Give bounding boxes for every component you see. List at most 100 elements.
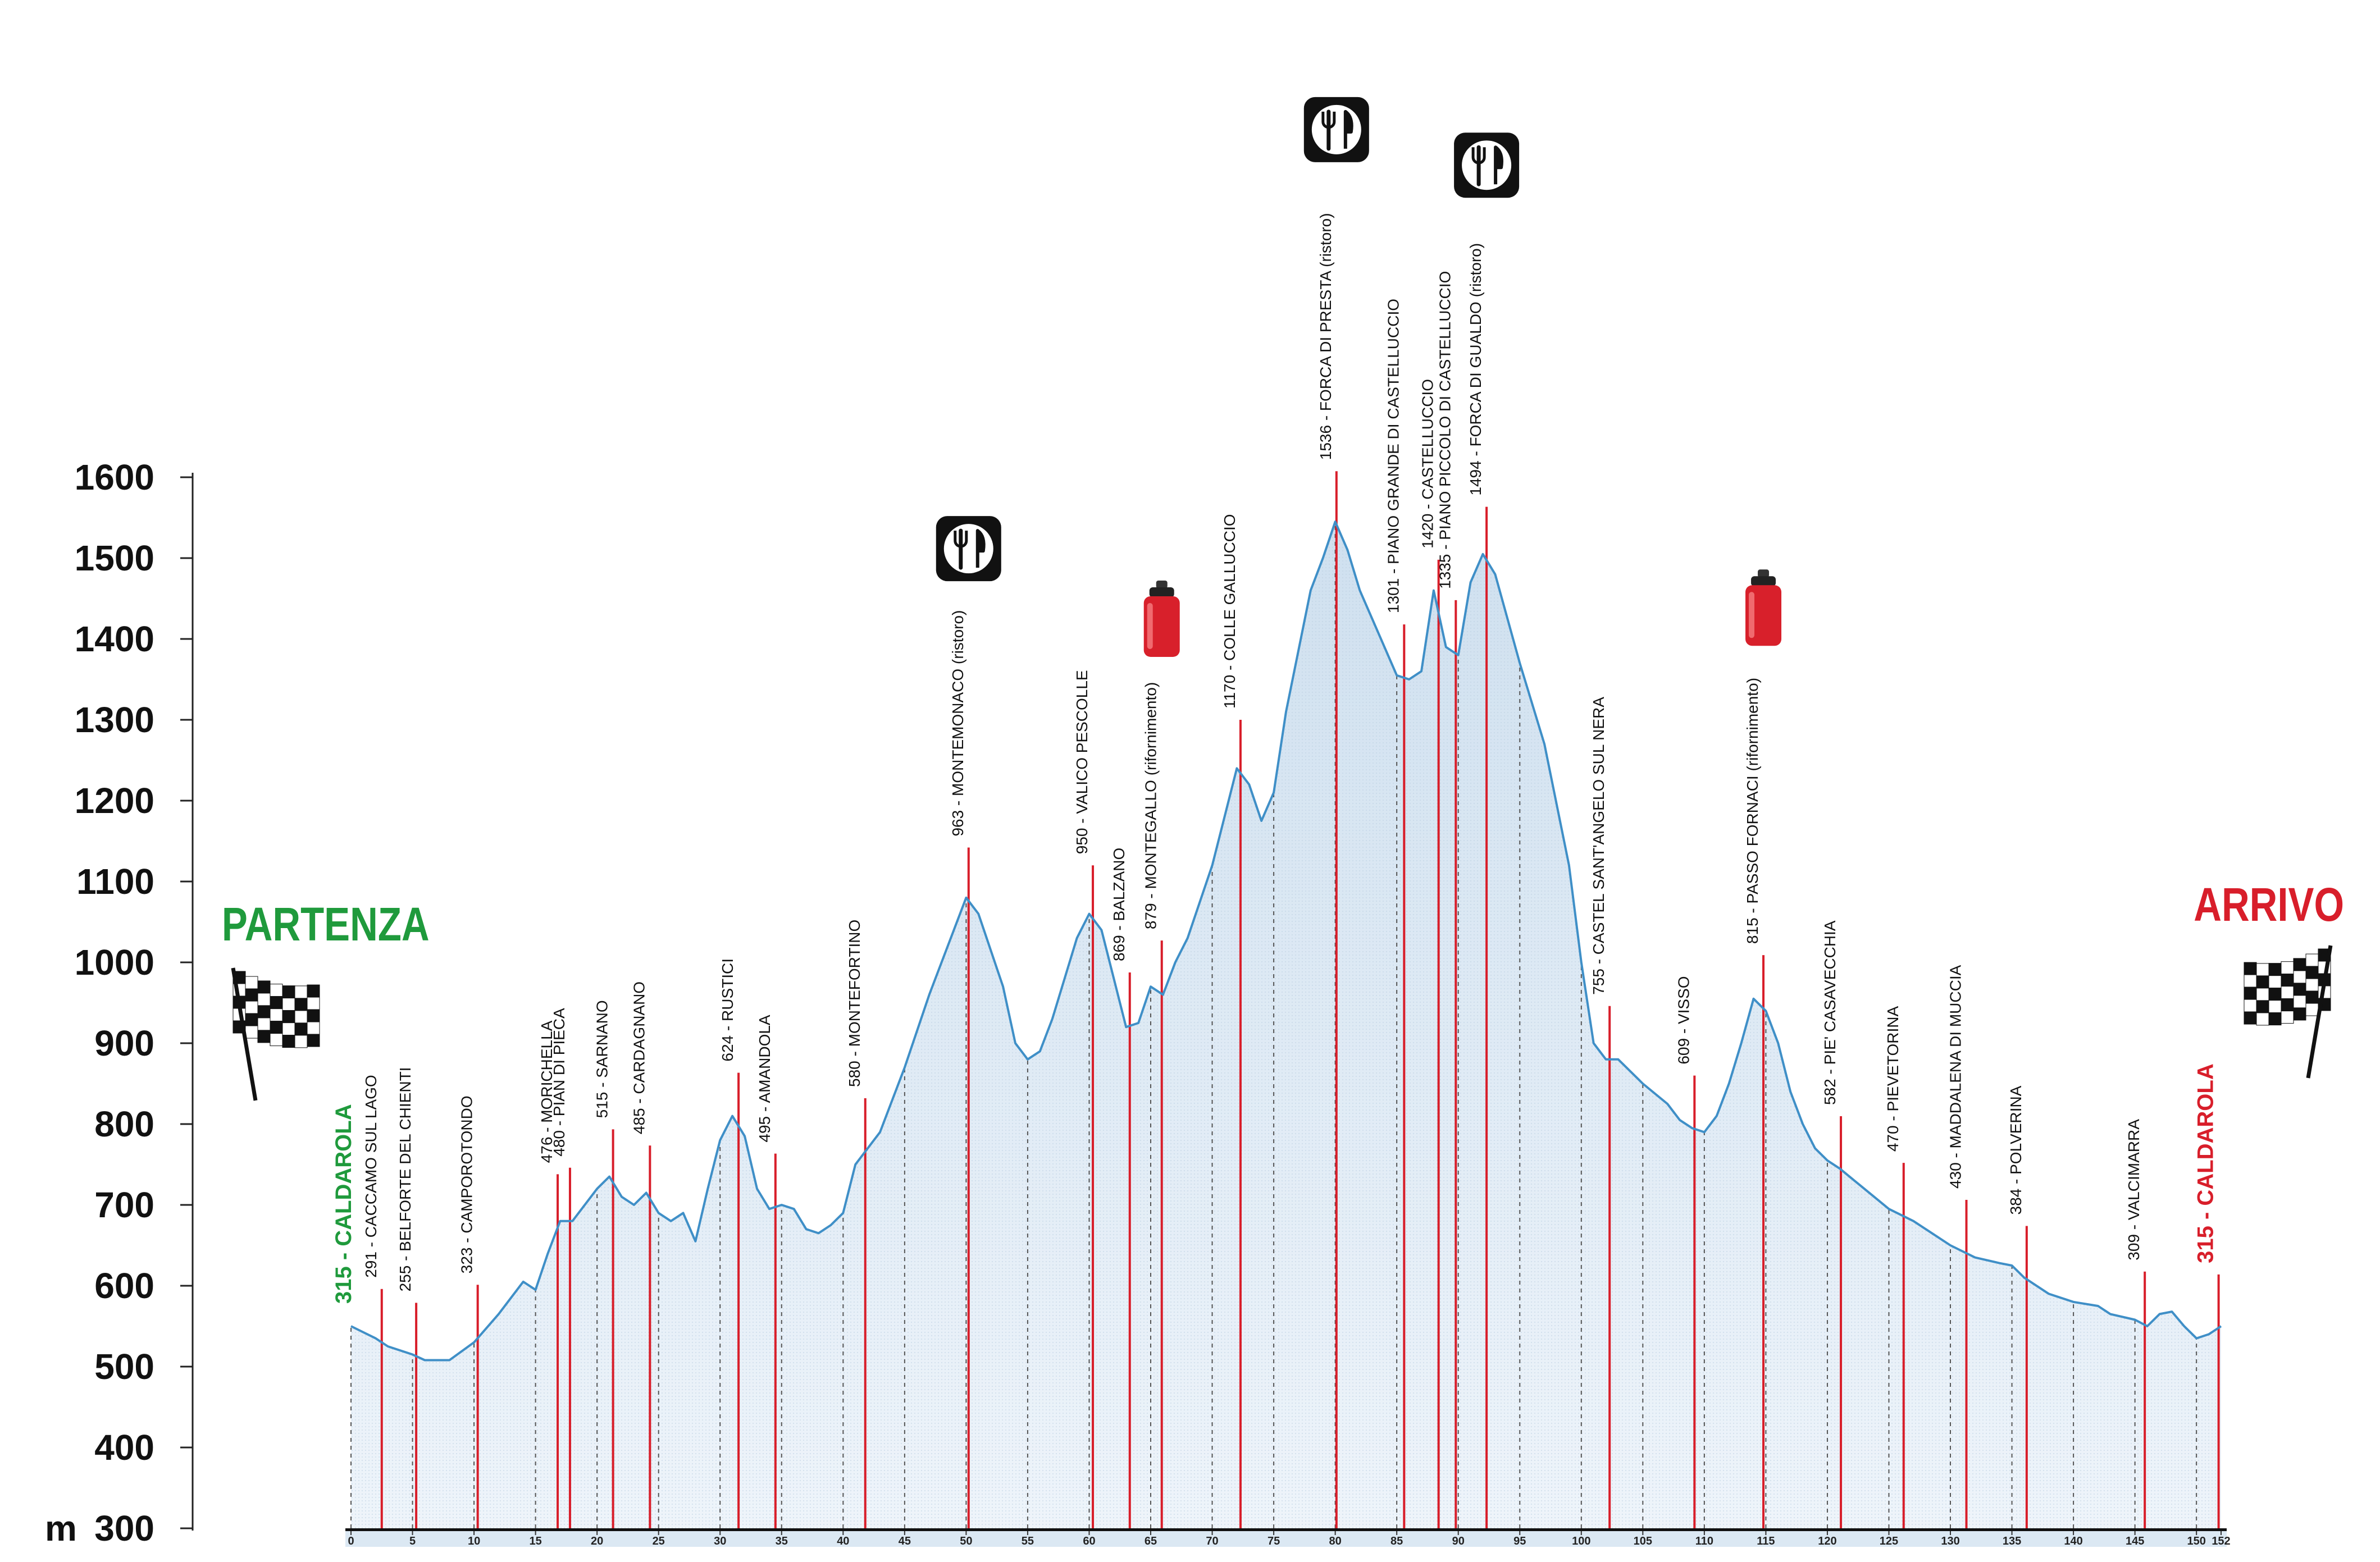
bottle-cap-icon xyxy=(1156,580,1168,588)
x-tick-label: 70 xyxy=(1206,1535,1218,1547)
x-tick-label: 20 xyxy=(591,1535,603,1547)
checker-square xyxy=(245,1025,258,1039)
waypoint-label: 291 - CACCAMO SUL LAGO xyxy=(362,1075,380,1278)
checker-square xyxy=(2244,1011,2257,1025)
checker-square xyxy=(245,1001,258,1014)
knife-icon xyxy=(1494,145,1503,185)
checker-square xyxy=(2281,998,2294,1012)
checker-square xyxy=(307,1021,320,1035)
checker-square xyxy=(294,1035,308,1048)
waypoint-label: 609 - VISSO xyxy=(1675,976,1692,1064)
y-tick-label: 600 xyxy=(94,1266,154,1306)
checker-square xyxy=(2293,970,2306,984)
checker-square xyxy=(2268,988,2282,1001)
bottle-neck-icon xyxy=(1149,587,1174,597)
y-tick-label: 1600 xyxy=(75,457,154,497)
y-tick-label: 1300 xyxy=(75,700,154,740)
ristoro-icon xyxy=(936,516,1001,582)
y-tick-label: 800 xyxy=(94,1104,154,1144)
checker-square xyxy=(270,1033,283,1047)
checker-square xyxy=(2268,975,2282,989)
checker-square xyxy=(2244,999,2257,1012)
y-tick-label: 1100 xyxy=(76,861,154,902)
x-tick-label: 100 xyxy=(1572,1535,1590,1547)
x-tick-label: 120 xyxy=(1818,1535,1836,1547)
checker-square xyxy=(2305,966,2319,979)
x-tick-label: 0 xyxy=(348,1535,354,1547)
x-tick-label: 75 xyxy=(1267,1535,1280,1547)
waypoint-label: 384 - POLVERINA xyxy=(2007,1085,2025,1214)
checker-square xyxy=(2256,975,2269,989)
waypoint-label: 495 - AMANDOLA xyxy=(756,1015,773,1143)
checker-square xyxy=(2244,986,2257,1000)
checker-square xyxy=(257,980,271,994)
waypoint-label: 1301 - PIANO GRANDE DI CASTELLUCCIO xyxy=(1384,299,1402,613)
waypoint-label: 963 - MONTEMONACO (ristoro) xyxy=(949,610,966,837)
checker-square xyxy=(282,1010,295,1024)
x-tick-label: 30 xyxy=(714,1535,726,1547)
y-tick-label: 1000 xyxy=(75,942,154,983)
water-bottle-icon xyxy=(1143,580,1180,657)
checker-square xyxy=(2293,995,2306,1008)
profile-line xyxy=(350,520,2222,1362)
checker-square xyxy=(282,998,295,1011)
checker-square xyxy=(270,984,283,997)
checker-square xyxy=(282,985,295,999)
x-tick-label: 15 xyxy=(529,1535,541,1547)
checker-square xyxy=(294,998,308,1011)
ristoro-icon-plate xyxy=(1311,104,1361,154)
waypoint-label: 869 - BALZANO xyxy=(1110,848,1128,961)
ristoro-icon-plate xyxy=(943,524,993,574)
checker-square xyxy=(2281,1011,2294,1024)
checker-square xyxy=(2256,1012,2269,1026)
checker-square xyxy=(2305,978,2319,992)
water-bottle-icon xyxy=(1745,569,1782,646)
waypoint-label: 1494 - FORCA DI GUALDO (ristoro) xyxy=(1467,243,1484,496)
checker-square xyxy=(2293,958,2306,971)
x-tick-label: 45 xyxy=(899,1535,911,1547)
ristoro-icon-plate xyxy=(1462,140,1512,190)
x-tick-label: 25 xyxy=(653,1535,665,1547)
y-tick-label: 400 xyxy=(94,1427,154,1468)
waypoint-label: 470 - PIEVETORINA xyxy=(1884,1006,1902,1152)
waypoint-label: 255 - BELFORTE DEL CHIENTI xyxy=(396,1067,414,1292)
x-tick-label: 130 xyxy=(1941,1535,1959,1547)
checker-square xyxy=(294,985,308,999)
x-axis-line xyxy=(345,1528,2227,1531)
checker-square xyxy=(245,988,258,1002)
waypoint-label: 815 - PASSO FORNACI (rifornimento) xyxy=(1744,678,1761,944)
start-label: PARTENZA xyxy=(222,898,430,951)
knife-icon xyxy=(975,529,986,568)
waypoint-label: 323 - CAMPOROTONDO xyxy=(458,1095,476,1273)
x-tick-label: 152 xyxy=(2212,1535,2230,1547)
waypoint-label: 1335 - PIANO PICCOLO DI CASTELLUCCIO xyxy=(1436,271,1453,589)
x-tick-label: 115 xyxy=(1757,1535,1775,1547)
waypoint-label: 315 - CALDAROLA xyxy=(2194,1063,2218,1263)
y-tick-label: 700 xyxy=(94,1185,154,1225)
checker-square xyxy=(2293,1007,2306,1021)
checker-square xyxy=(282,1035,295,1048)
x-tick-label: 65 xyxy=(1145,1535,1157,1547)
x-tick-label: 140 xyxy=(2064,1535,2082,1547)
checker-square xyxy=(270,1008,283,1022)
checker-square xyxy=(257,1030,271,1043)
waypoint-label: 755 - CASTEL SANT'ANGELO SUL NERA xyxy=(1590,697,1607,995)
waypoint-label: 580 - MONTEFORTINO xyxy=(846,920,863,1087)
checker-square xyxy=(245,976,258,989)
checker-square xyxy=(2256,963,2269,976)
fork-tines-icon xyxy=(954,531,968,548)
x-tick-label: 40 xyxy=(837,1535,849,1547)
checker-square xyxy=(307,984,320,998)
x-tick-label: 150 xyxy=(2187,1535,2205,1547)
waypoint-label: 950 - VALICO PESCOLLE xyxy=(1073,670,1091,854)
x-tick-label: 35 xyxy=(776,1535,788,1547)
checker-square xyxy=(2305,990,2319,1004)
x-tick-label: 10 xyxy=(468,1535,480,1547)
y-tick-label: 1500 xyxy=(75,538,154,578)
checker-square xyxy=(245,1013,258,1026)
checker-square xyxy=(282,1022,295,1036)
checker-square xyxy=(270,1021,283,1034)
start-flag-icon xyxy=(231,967,320,1101)
x-tick-label: 105 xyxy=(1634,1535,1652,1547)
bottle-cap-icon xyxy=(1758,569,1770,578)
